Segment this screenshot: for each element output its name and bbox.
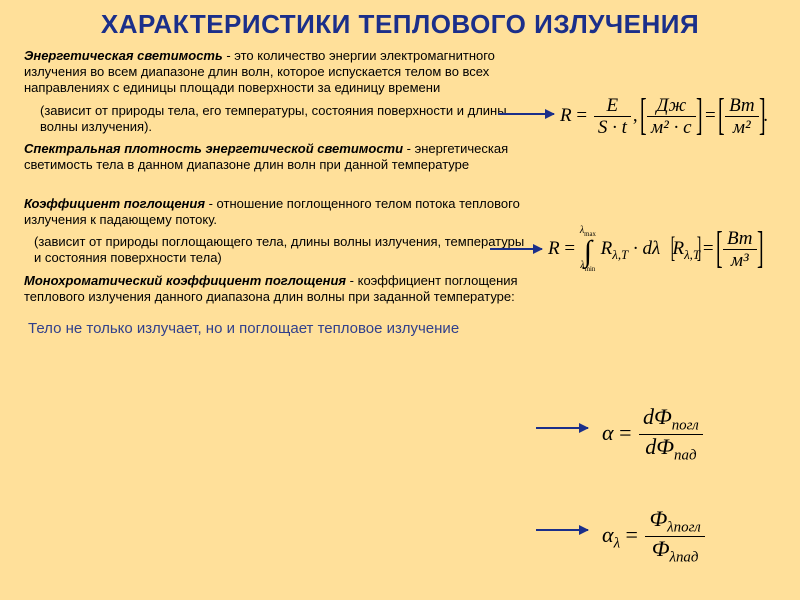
f2-int-sub: λ,T (612, 247, 628, 262)
f2-lhs: R (548, 238, 560, 259)
f2-dvar: · dλ (633, 238, 660, 259)
f3-n: dФ (643, 404, 672, 429)
f4-n: Ф (649, 506, 667, 531)
arrow-2 (490, 248, 542, 250)
para-3-cont: (зависит от природы поглощающего тела, д… (24, 234, 534, 267)
f4-d: Ф (652, 536, 670, 561)
term-2: Спектральная плотность энергетической св… (24, 141, 403, 156)
arrow-1 (498, 113, 554, 115)
f1-lhs: R (560, 105, 572, 126)
f4-ds: λпад (669, 550, 698, 566)
f3-lhs: α (602, 420, 614, 445)
arrow-3 (536, 427, 588, 429)
f1-u2d: м² (725, 117, 759, 137)
f1-num: E (594, 96, 631, 117)
term-4: Монохроматический коэффициент поглощения (24, 273, 346, 288)
f4-ns: λпогл (667, 519, 701, 535)
formula-1: R = E S · t , [ Дж м² · с ] = [ Вт м² ]. (560, 96, 768, 137)
f1-den: S · t (594, 117, 631, 137)
formula-2: R = λmax ∫ λmin Rλ,T · dλ [Rλ,T] = [ Вт … (548, 226, 761, 274)
f3-ns: погл (672, 417, 699, 433)
slide-title: ХАРАКТЕРИСТИКИ ТЕПЛОВОГО ИЗЛУЧЕНИЯ (0, 0, 800, 40)
f2-un: Вт (723, 229, 757, 250)
f2-ud: м³ (723, 250, 757, 270)
term-3: Коэффициент поглощения (24, 196, 205, 211)
arrow-4 (536, 529, 588, 531)
f3-ds: пад (674, 448, 697, 464)
para-1: Энергетическая светимость - это количест… (24, 48, 524, 97)
formula-4: αλ = Фλпогл Фλпад (602, 508, 707, 566)
formula-3: α = dФпогл dФпад (602, 406, 705, 464)
para-3: Коэффициент поглощения - отношение погло… (24, 196, 524, 229)
f1-u1n: Дж (647, 96, 696, 117)
f1-u1d: м² · с (647, 117, 696, 137)
f1-u2n: Вт (725, 96, 759, 117)
term-1: Энергетическая светимость (24, 48, 223, 63)
f4-lhs: α (602, 522, 614, 547)
para-1-cont: (зависит от природы тела, его температур… (24, 103, 540, 136)
para-2: Спектральная плотность энергетической св… (24, 141, 524, 174)
overlay-note: Тело не только излучает, но и поглощает … (28, 320, 558, 337)
f2-integrand: R (601, 238, 613, 259)
para-4: Монохроматический коэффициент поглощения… (24, 273, 524, 306)
f3-d: dФ (645, 434, 674, 459)
f4-lhs-sub: λ (614, 535, 620, 551)
